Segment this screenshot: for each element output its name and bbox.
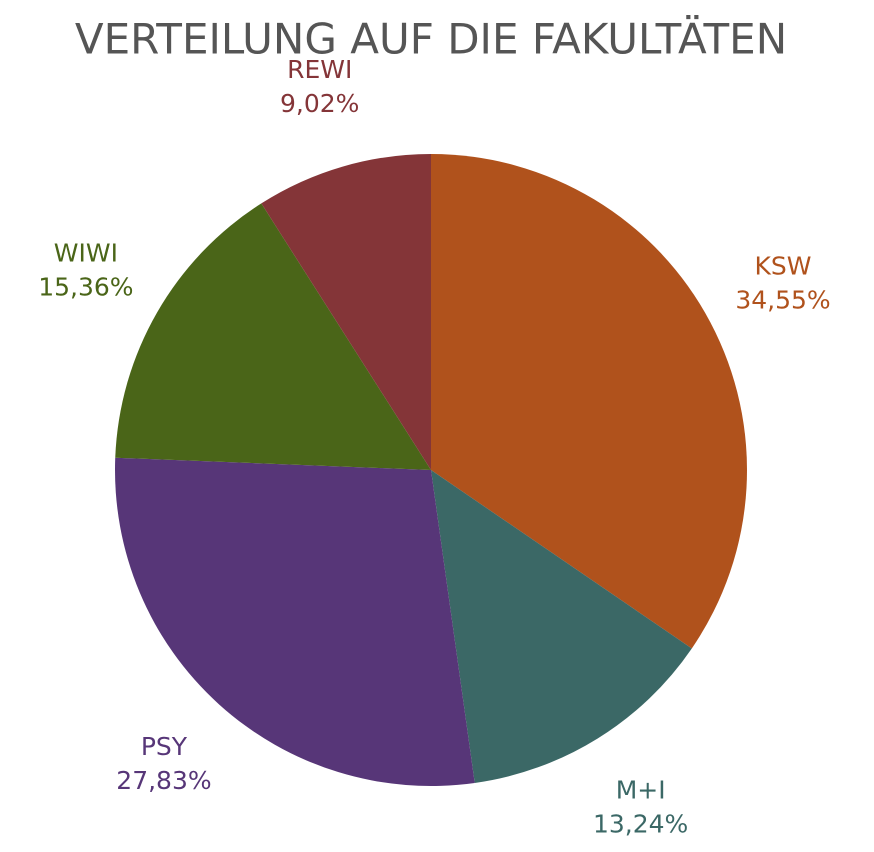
value-label: 15,36% <box>38 273 133 302</box>
value-label: 34,55% <box>735 285 830 314</box>
pie-slice <box>115 203 431 470</box>
pie-slice <box>431 470 692 783</box>
category-label: REWI <box>287 55 352 84</box>
category-label: M+I <box>616 775 666 804</box>
category-label: PSY <box>141 732 188 761</box>
category-label: WIWI <box>54 239 118 268</box>
chart-title: VERTEILUNG AUF DIE FAKULTÄTEN <box>75 14 787 64</box>
pie-slice <box>431 154 747 649</box>
pie-slice <box>114 457 475 786</box>
value-label: 13,24% <box>593 809 688 838</box>
pie-slice <box>261 154 431 470</box>
value-label: 9,02% <box>280 89 359 118</box>
category-label: KSW <box>755 251 812 280</box>
value-label: 27,83% <box>116 766 211 795</box>
